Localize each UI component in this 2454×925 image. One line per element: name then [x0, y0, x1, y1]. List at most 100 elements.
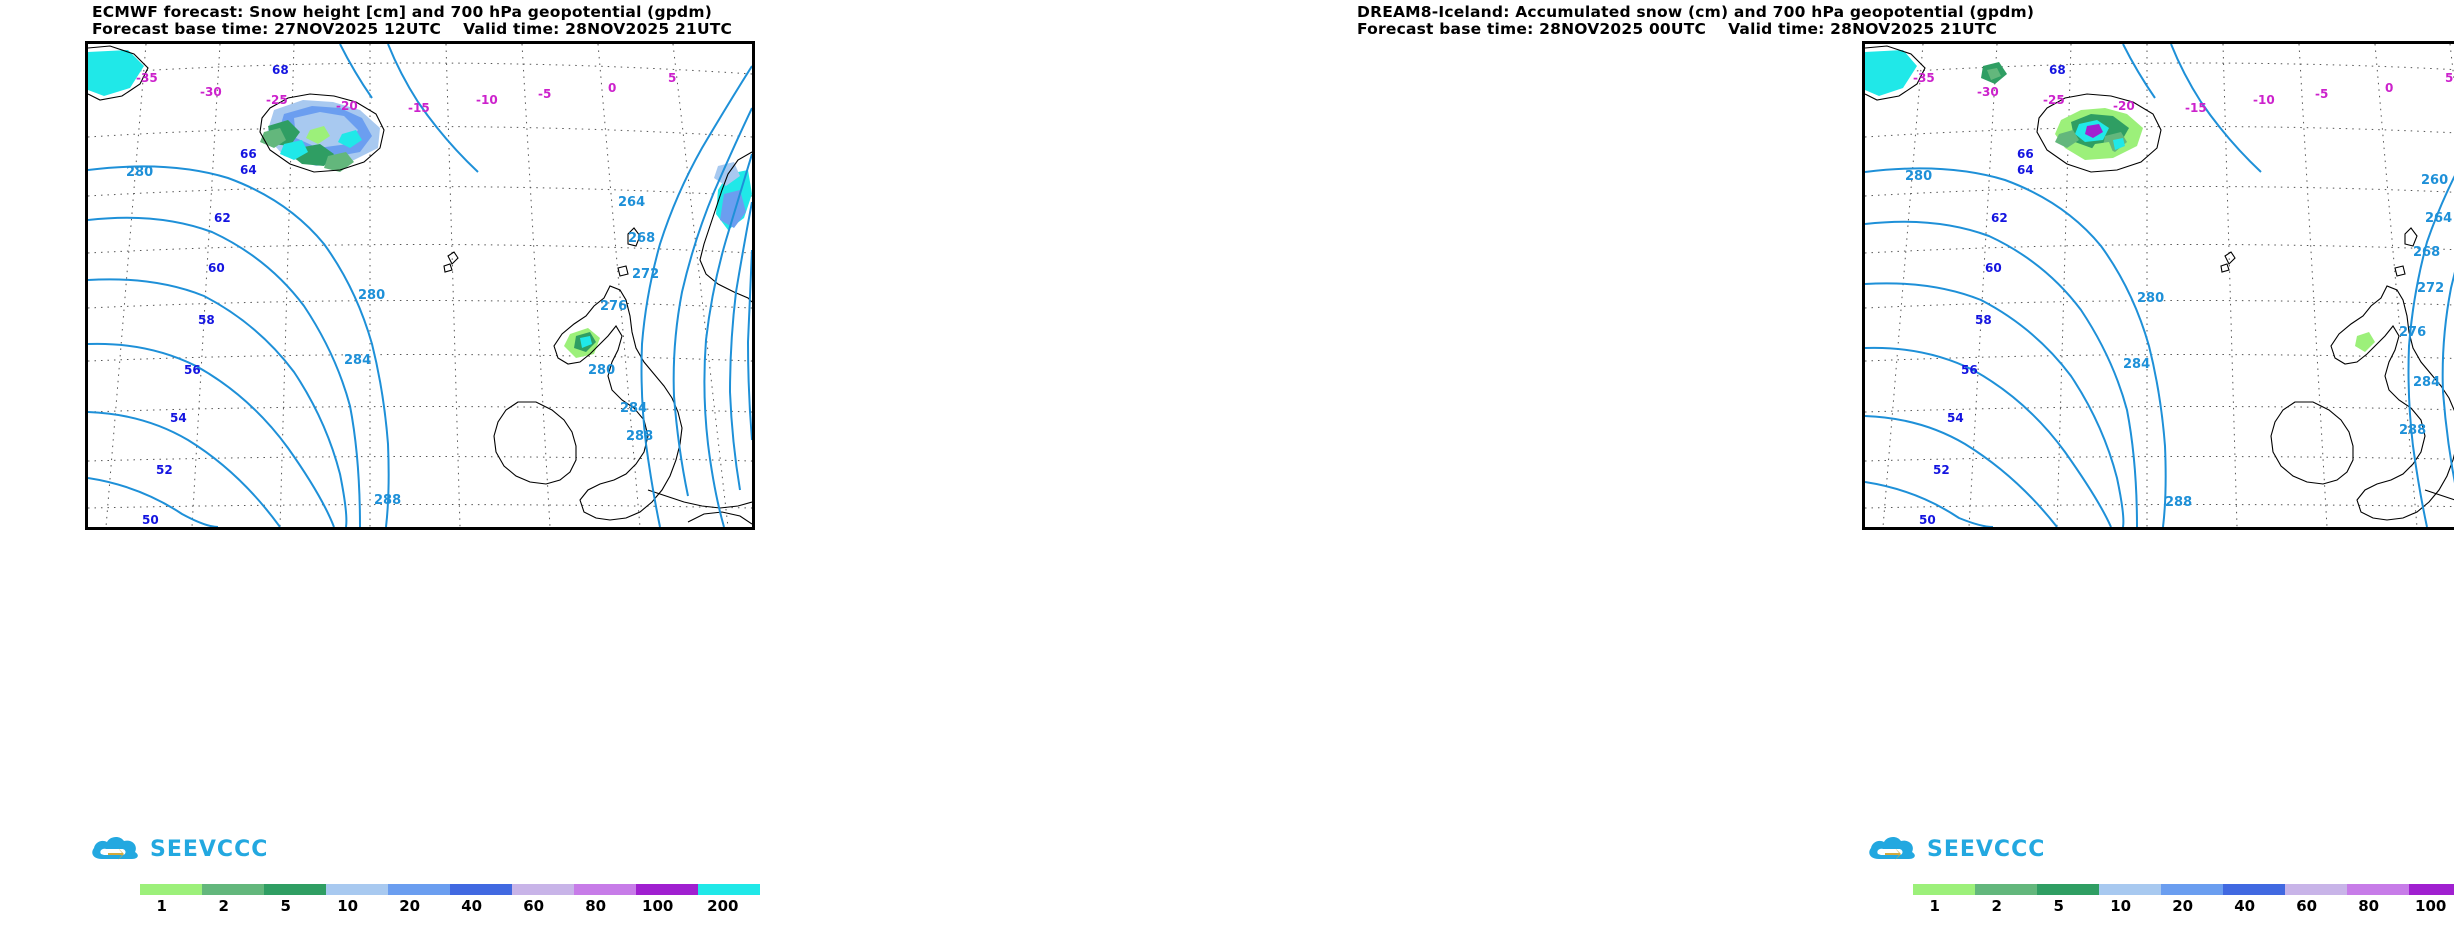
svg-text:50: 50 — [1919, 513, 1936, 527]
svg-text:288: 288 — [2399, 423, 2426, 438]
map-dream8[interactable]: 280 280 284 288 260 264 268 272 276 284 … — [1862, 41, 2454, 530]
colorbar-tick: 80 — [585, 897, 607, 915]
colorbar-tick: 20 — [399, 897, 421, 915]
cloud-icon — [1869, 836, 1915, 860]
svg-text:56: 56 — [184, 363, 201, 377]
svg-text:280: 280 — [1905, 169, 1932, 184]
colorbar-segment — [698, 884, 760, 895]
title-valid-time: Valid time: 28NOV2025 21UTC — [463, 19, 733, 38]
colorbar-gradient-right — [1913, 884, 2454, 895]
title-line-1: ECMWF forecast: Snow height [cm] and 700… — [92, 3, 712, 21]
svg-text:60: 60 — [208, 261, 225, 275]
svg-text:-5: -5 — [2315, 87, 2328, 101]
colorbar-segment — [1913, 884, 1975, 895]
title-base-time: Forecast base time: 27NOV2025 12UTC — [92, 19, 442, 38]
svg-text:58: 58 — [198, 313, 215, 327]
colorbar-segment — [388, 884, 450, 895]
svg-text:264: 264 — [618, 195, 645, 210]
svg-text:52: 52 — [156, 463, 173, 477]
svg-text:62: 62 — [214, 211, 231, 225]
svg-text:-25: -25 — [2043, 93, 2065, 107]
svg-text:260: 260 — [2421, 173, 2448, 188]
svg-text:62: 62 — [1991, 211, 2008, 225]
colorbar-tick: 5 — [2053, 897, 2064, 915]
title-valid-time: Valid time: 28NOV2025 21UTC — [1728, 19, 1998, 38]
panel-title-dream8: DREAM8-Iceland: Accumulated snow (cm) an… — [1357, 4, 2454, 37]
colorbar-tick: 200 — [707, 897, 739, 915]
colorbar-tick: 60 — [523, 897, 545, 915]
svg-text:284: 284 — [2413, 375, 2440, 390]
snow-field — [88, 50, 752, 358]
svg-text:50: 50 — [142, 513, 159, 527]
svg-text:272: 272 — [632, 267, 659, 282]
colorbar-segment — [512, 884, 574, 895]
colorbar-segment — [2099, 884, 2161, 895]
colorbar-segment — [2223, 884, 2285, 895]
svg-text:-20: -20 — [2113, 99, 2135, 113]
cloud-icon — [92, 836, 138, 860]
svg-text:5: 5 — [668, 71, 676, 85]
colorbar-segment — [636, 884, 698, 895]
colorbar-segment — [264, 884, 326, 895]
longitude-labels: -35 -30 -25 -20 -15 -10 -5 0 5 — [136, 71, 676, 115]
svg-text:268: 268 — [2413, 245, 2440, 260]
svg-text:280: 280 — [588, 363, 615, 378]
svg-text:58: 58 — [1975, 313, 1992, 327]
colorbar-tick: 1 — [156, 897, 167, 915]
colorbar-segment — [326, 884, 388, 895]
svg-text:0: 0 — [608, 81, 616, 95]
svg-text:264: 264 — [2425, 211, 2452, 226]
svg-text:56: 56 — [1961, 363, 1978, 377]
colorbar-tick: 5 — [280, 897, 291, 915]
colorbar-ticks-left: 1 2 5 10 20 40 60 80 100 200 — [140, 895, 760, 919]
colorbar-tick: 40 — [461, 897, 483, 915]
seevccc-logo-text: SEEVCCC — [1927, 837, 2046, 862]
svg-text:64: 64 — [240, 163, 257, 177]
snow-field — [1865, 50, 2375, 352]
panel-dream8: DREAM8-Iceland: Accumulated snow (cm) an… — [1227, 0, 2454, 925]
svg-text:-30: -30 — [1977, 85, 1999, 99]
seevccc-logo-text: SEEVCCC — [150, 837, 269, 862]
panel-title-ecmwf: ECMWF forecast: Snow height [cm] and 700… — [92, 4, 1212, 37]
svg-text:-35: -35 — [1913, 71, 1935, 85]
svg-text:268: 268 — [628, 231, 655, 246]
svg-text:54: 54 — [170, 411, 187, 425]
colorbar-segment — [450, 884, 512, 895]
svg-text:288: 288 — [374, 493, 401, 508]
svg-text:54: 54 — [1947, 411, 1964, 425]
colorbar-segment — [2347, 884, 2409, 895]
title-line-1: DREAM8-Iceland: Accumulated snow (cm) an… — [1357, 3, 2035, 21]
svg-text:64: 64 — [2017, 163, 2034, 177]
svg-text:280: 280 — [2137, 291, 2164, 306]
colorbar-left: 1 2 5 10 20 40 60 80 100 200 — [140, 884, 760, 924]
colorbar-tick: 10 — [2110, 897, 2132, 915]
svg-text:288: 288 — [626, 429, 653, 444]
svg-text:66: 66 — [240, 147, 257, 161]
map-canvas-dream8: 280 280 284 288 260 264 268 272 276 284 … — [1865, 44, 2454, 527]
svg-text:-35: -35 — [136, 71, 158, 85]
colorbar-segment — [1975, 884, 2037, 895]
latitude-labels: 68 66 64 62 60 58 56 54 52 50 — [142, 63, 289, 527]
geopotential-contours — [88, 44, 752, 527]
colorbar-tick: 100 — [2415, 897, 2447, 915]
map-ecmwf[interactable]: 280 280 284 288 264 268 272 276 280 284 … — [85, 41, 755, 530]
colorbar-right: 1 2 5 10 20 40 60 80 100 200 — [1913, 884, 2454, 924]
longitude-labels: -35 -30 -25 -20 -15 -10 -5 0 5 — [1913, 71, 2453, 115]
svg-text:0: 0 — [2385, 81, 2393, 95]
colorbar-segment — [2037, 884, 2099, 895]
colorbar-tick: 40 — [2234, 897, 2256, 915]
svg-text:-15: -15 — [408, 101, 430, 115]
coastlines — [1865, 45, 2454, 521]
svg-text:60: 60 — [1985, 261, 2002, 275]
map-canvas-ecmwf: 280 280 284 288 264 268 272 276 280 284 … — [88, 44, 752, 527]
svg-text:-25: -25 — [266, 93, 288, 107]
svg-text:-10: -10 — [476, 93, 498, 107]
svg-text:280: 280 — [126, 165, 153, 180]
svg-text:66: 66 — [2017, 147, 2034, 161]
colorbar-tick: 10 — [337, 897, 359, 915]
contour-labels: 280 280 284 288 264 268 272 276 280 284 … — [126, 165, 659, 508]
contour-labels: 280 280 284 288 260 264 268 272 276 284 … — [1905, 169, 2452, 510]
latitude-labels: 68 66 64 62 60 58 56 54 52 50 — [1919, 63, 2066, 527]
svg-text:-15: -15 — [2185, 101, 2207, 115]
